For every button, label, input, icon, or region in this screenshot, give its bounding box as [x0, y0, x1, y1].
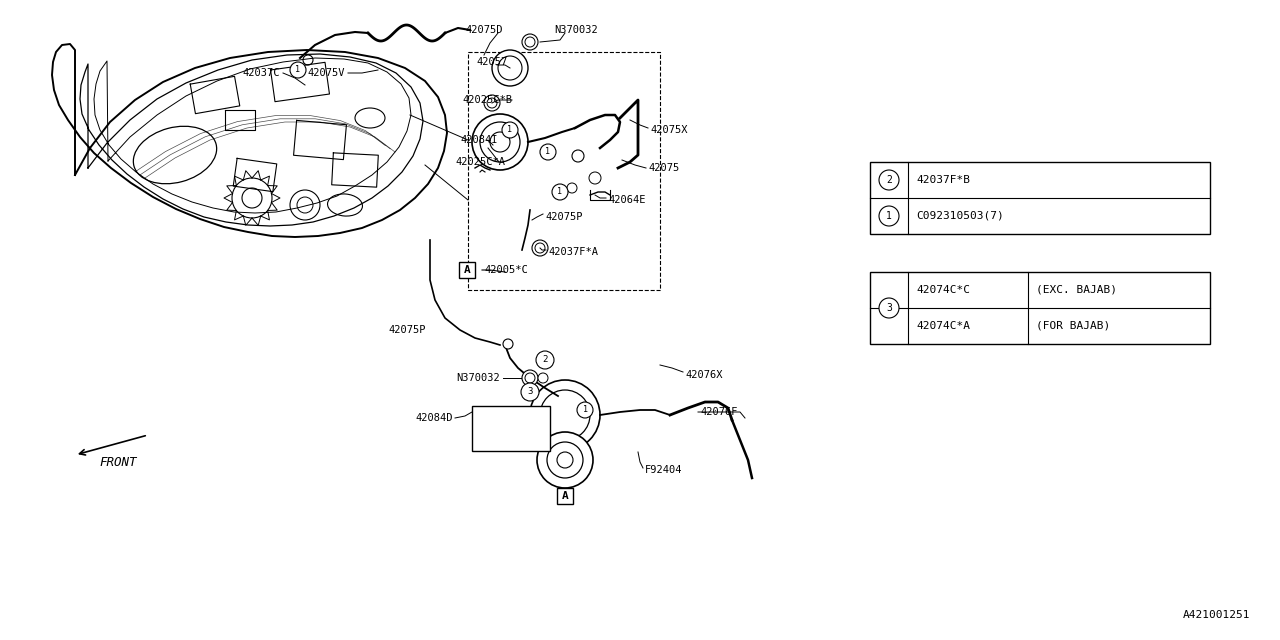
Circle shape	[572, 150, 584, 162]
Text: F92404: F92404	[645, 465, 682, 475]
Circle shape	[291, 63, 305, 77]
Circle shape	[532, 240, 548, 256]
Text: 42084I: 42084I	[460, 135, 498, 145]
Text: 42075V: 42075V	[307, 68, 346, 78]
Bar	[468, 52, 660, 290]
Text: 42037F*B: 42037F*B	[916, 175, 970, 185]
Text: 42074C*A: 42074C*A	[916, 321, 970, 331]
Text: 3: 3	[886, 303, 892, 313]
Text: 2: 2	[886, 175, 892, 185]
Text: A421001251: A421001251	[1183, 610, 1251, 620]
Polygon shape	[52, 44, 447, 237]
Text: N370032: N370032	[456, 373, 500, 383]
Text: 42057: 42057	[476, 57, 507, 67]
Circle shape	[503, 339, 513, 349]
Circle shape	[879, 298, 899, 318]
Bar	[472, 406, 550, 451]
Text: 42075X: 42075X	[650, 125, 687, 135]
Text: 3: 3	[527, 387, 532, 397]
Text: A: A	[463, 265, 470, 275]
Text: 1: 1	[545, 147, 550, 157]
Circle shape	[540, 144, 556, 160]
Text: 1: 1	[558, 188, 562, 196]
Bar	[870, 162, 1210, 234]
Circle shape	[577, 402, 593, 418]
Circle shape	[879, 170, 899, 190]
Circle shape	[522, 34, 538, 50]
Circle shape	[291, 62, 306, 78]
Text: 42075: 42075	[648, 163, 680, 173]
Text: 42064E: 42064E	[608, 195, 645, 205]
Text: 42075P: 42075P	[388, 325, 425, 335]
Circle shape	[472, 114, 529, 170]
Text: 42074C*C: 42074C*C	[916, 285, 970, 295]
Text: C092310503(7): C092310503(7)	[916, 211, 1004, 221]
Text: 42075D: 42075D	[465, 25, 503, 35]
Text: FRONT: FRONT	[100, 456, 137, 468]
Circle shape	[538, 432, 593, 488]
Text: 1: 1	[507, 125, 512, 134]
Circle shape	[536, 351, 554, 369]
Text: 42025C*A: 42025C*A	[454, 157, 506, 167]
Text: 42076X: 42076X	[685, 370, 722, 380]
Bar	[557, 488, 573, 504]
Text: (EXC. BAJAB): (EXC. BAJAB)	[1036, 285, 1117, 295]
Circle shape	[552, 184, 568, 200]
Circle shape	[502, 122, 518, 138]
Text: 42076F: 42076F	[700, 407, 737, 417]
Bar	[870, 272, 1210, 344]
Text: (FOR BAJAB): (FOR BAJAB)	[1036, 321, 1110, 331]
Circle shape	[521, 383, 539, 401]
Circle shape	[589, 172, 602, 184]
Circle shape	[567, 183, 577, 193]
Text: A: A	[562, 491, 568, 501]
Text: 42075P: 42075P	[545, 212, 582, 222]
Text: 1: 1	[886, 211, 892, 221]
Circle shape	[492, 50, 529, 86]
Text: 42037C: 42037C	[242, 68, 280, 78]
Text: 1: 1	[296, 65, 301, 74]
Text: 42005*C: 42005*C	[484, 265, 527, 275]
Circle shape	[879, 206, 899, 226]
Circle shape	[530, 380, 600, 450]
Text: 42084D: 42084D	[416, 413, 453, 423]
Circle shape	[484, 95, 500, 111]
Circle shape	[522, 370, 538, 386]
Text: 42025C*B: 42025C*B	[462, 95, 512, 105]
Text: 2: 2	[543, 355, 548, 365]
Text: 1: 1	[582, 406, 588, 415]
Text: N370032: N370032	[554, 25, 598, 35]
Circle shape	[538, 373, 548, 383]
Bar	[460, 262, 475, 278]
Text: 42037F*A: 42037F*A	[548, 247, 598, 257]
